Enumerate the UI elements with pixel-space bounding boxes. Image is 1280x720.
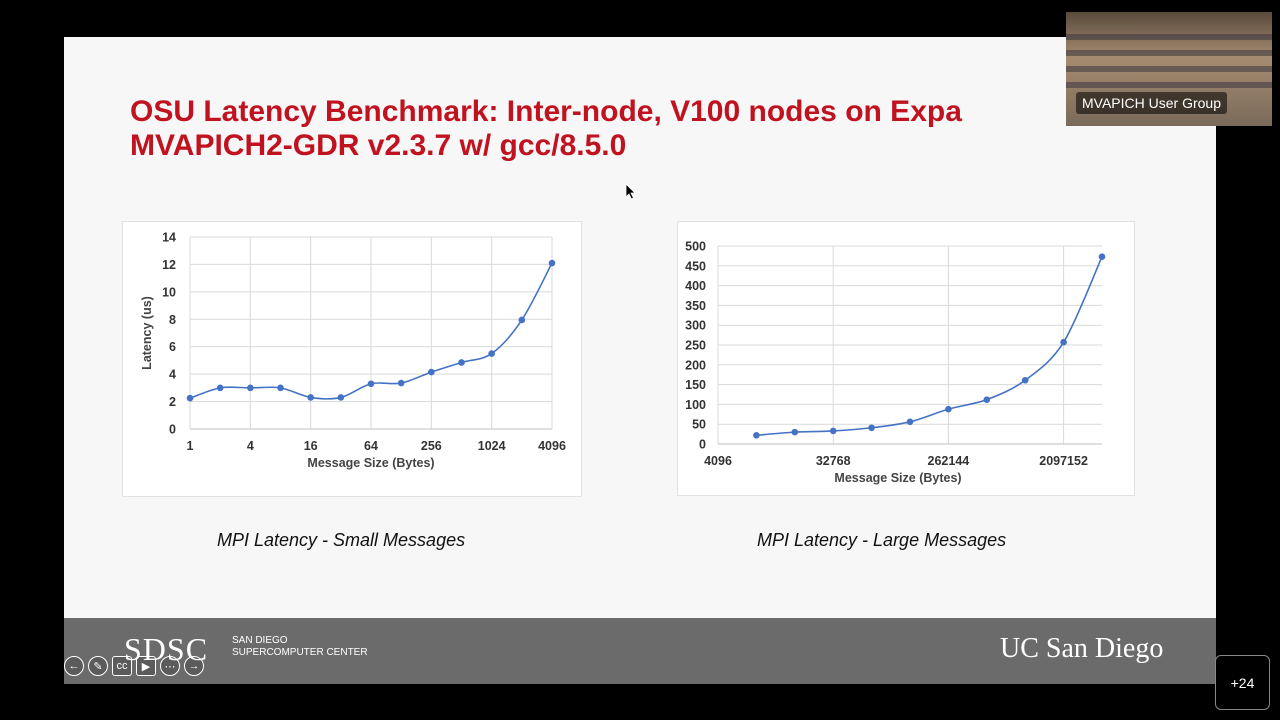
y-tick-label: 14 (162, 231, 176, 245)
caption-large-messages: MPI Latency - Large Messages (757, 530, 1007, 550)
caption-small-messages: MPI Latency - Small Messages (217, 530, 466, 550)
data-point (397, 379, 405, 387)
y-tick-label: 2 (169, 395, 176, 409)
y-tick-label: 100 (685, 398, 706, 412)
data-point (983, 396, 991, 403)
data-point (906, 418, 914, 426)
presentation-controls: ← ✎ cc ▶ ⋯ → (64, 656, 204, 676)
sdsc-logo-subtitle: SAN DIEGO SUPERCOMPUTER CENTER (232, 635, 368, 659)
slide-title-line1: OSU Latency Benchmark: Inter-node, V100 … (130, 95, 962, 128)
pen-icon[interactable]: ✎ (88, 656, 108, 676)
x-tick-label: 4096 (538, 439, 566, 453)
x-axis-title: Message Size (Bytes) (834, 471, 961, 485)
cc-icon[interactable]: cc (112, 656, 132, 676)
data-point (216, 384, 224, 392)
data-point (428, 368, 435, 376)
chart-small-messages: 0 2 4 6 8 10 12 14 1 4 16 64 256 1024 4096 Message Size… (122, 221, 582, 497)
data-point (247, 384, 254, 392)
participants-button[interactable]: +24 (1215, 655, 1270, 710)
data-point (367, 380, 375, 388)
data-point (753, 431, 760, 439)
y-tick-label: 50 (692, 418, 706, 432)
chart-large-svg: 0 50 100 150 200 250 300 350 400 450 500 4096 32768 2… (685, 240, 1106, 485)
video-label: MVAPICH User Group (1076, 92, 1227, 114)
data-point (518, 316, 526, 324)
y-tick-label: 400 (685, 279, 706, 293)
x-tick-label: 256 (421, 439, 442, 453)
slide-footer: ← ✎ cc ▶ ⋯ → SDSC SAN DIEGO SUPERCOMPUTE… (64, 618, 1216, 684)
x-tick-label: 16 (304, 439, 318, 453)
data-point (829, 427, 837, 435)
y-tick-label: 8 (169, 313, 176, 327)
slide: OSU Latency Benchmark: Inter-node, V100 … (64, 37, 1216, 684)
y-axis-title: Latency (us) (140, 296, 154, 370)
chart-large-messages: 0 50 100 150 200 250 300 350 400 450 500 4096 32768 2… (677, 221, 1135, 496)
y-tick-label: 12 (162, 258, 176, 272)
data-point (868, 424, 875, 432)
x-tick-label: 262144 (928, 454, 970, 468)
y-tick-label: 6 (169, 340, 176, 354)
y-tick-label: 250 (685, 339, 706, 353)
sdsc-logo-mark: SDSC (124, 631, 209, 667)
y-tick-label: 200 (685, 358, 706, 372)
data-point (186, 394, 194, 402)
y-tick-label: 150 (685, 378, 706, 392)
forward-icon[interactable]: → (184, 656, 204, 676)
sdsc-sub-line2: SUPERCOMPUTER CENTER (232, 647, 368, 658)
x-axis-title: Message Size (Bytes) (307, 456, 434, 470)
slide-title: OSU Latency Benchmark: Inter-node, V100 … (130, 95, 962, 163)
data-point (458, 359, 465, 366)
data-point (1060, 338, 1067, 346)
data-point (277, 384, 284, 392)
data-point (945, 405, 952, 413)
x-tick-label: 1 (187, 439, 194, 453)
data-point (1098, 253, 1106, 260)
video-icon[interactable]: ▶ (136, 656, 156, 676)
y-tick-label: 10 (162, 285, 176, 299)
x-tick-label: 1024 (478, 439, 506, 453)
data-point (307, 394, 314, 401)
data-point (1021, 376, 1029, 384)
y-tick-label: 350 (685, 299, 706, 313)
x-tick-label: 32768 (816, 454, 851, 468)
y-tick-label: 0 (169, 423, 176, 437)
x-tick-label: 4096 (704, 454, 732, 468)
x-tick-label: 4 (247, 439, 254, 453)
ucsd-logo: UC San Diego (1000, 633, 1164, 664)
y-tick-label: 300 (685, 319, 706, 333)
video-thumbnail[interactable]: MVAPICH User Group (1066, 12, 1272, 126)
back-icon[interactable]: ← (64, 656, 84, 676)
x-tick-label: 64 (364, 439, 378, 453)
more-icon[interactable]: ⋯ (160, 656, 180, 676)
y-tick-label: 450 (685, 259, 706, 273)
mouse-cursor-icon (626, 184, 636, 200)
y-tick-label: 0 (699, 438, 706, 452)
slide-title-line2: MVAPICH2-GDR v2.3.7 w/ gcc/8.5.0 (130, 129, 627, 162)
data-point (548, 259, 556, 267)
sdsc-sub-line1: SAN DIEGO (232, 635, 288, 646)
series-line (756, 256, 1103, 437)
data-point (488, 350, 495, 357)
data-point (791, 428, 799, 436)
y-tick-label: 4 (169, 368, 176, 382)
x-tick-label: 2097152 (1039, 454, 1088, 468)
data-point (337, 394, 345, 401)
y-tick-label: 500 (685, 240, 706, 254)
